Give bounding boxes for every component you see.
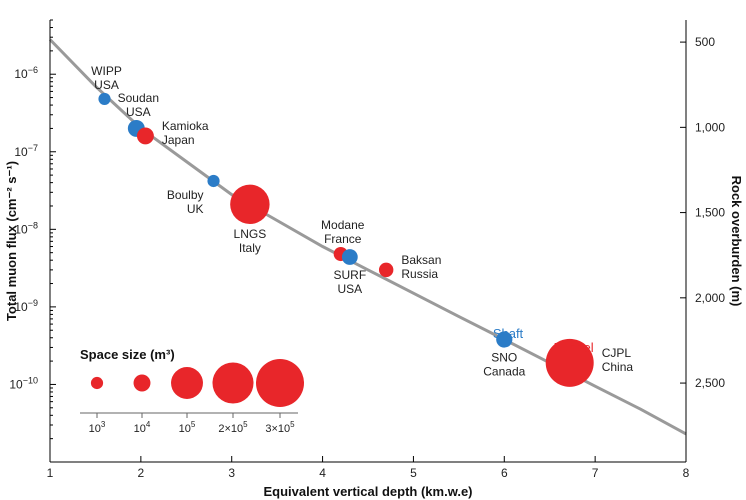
site-label-surf: SURF USA	[333, 268, 366, 296]
y2-ticks: 500 1,000 1,500 2,000 2,500	[680, 35, 725, 390]
marker-wipp	[98, 92, 111, 106]
site-label-soudan: Soudan USA	[118, 91, 159, 119]
x-ticks: 1 2 3 4 5 6 7 8	[47, 456, 690, 480]
y-tick-label: 10−6	[14, 65, 38, 81]
legend-circle	[90, 376, 104, 390]
marker-lngs	[230, 184, 270, 225]
y-tick-label: 10−9	[14, 298, 38, 314]
site-label-modane: Modane France	[321, 218, 365, 246]
x-tick-label: 2	[138, 466, 145, 480]
site-markers	[98, 92, 594, 387]
marker-boulby	[207, 174, 220, 188]
y2-tick-label: 2,500	[695, 376, 725, 390]
y2-tick-label: 500	[695, 35, 715, 49]
y-tick-label: 10−10	[9, 375, 38, 391]
site-label-wipp: WIPP USA	[91, 64, 122, 92]
y2-tick-label: 1,000	[695, 120, 725, 134]
legend-circle	[133, 374, 151, 392]
legend-circle	[171, 367, 203, 399]
size-legend: Space size (m³) 103 104 105 2×105 3×105	[80, 347, 304, 435]
axes-layer	[49, 20, 687, 463]
legend-items: 103 104 105 2×105 3×105	[89, 359, 304, 435]
site-label-kamioka: Kamioka Japan	[162, 119, 209, 147]
legend-circle	[256, 359, 304, 407]
legend-title: Space size (m³)	[80, 347, 175, 362]
y-ticks: 10−10 10−9 10−8 10−7 10−6	[9, 19, 56, 463]
x-tick-label: 7	[592, 466, 599, 480]
y2-tick-label: 2,000	[695, 291, 725, 305]
x-tick-label: 3	[228, 466, 235, 480]
x-tick-label: 6	[501, 466, 508, 480]
legend-label: 104	[134, 420, 151, 435]
site-label-baksan: Baksan Russia	[401, 253, 441, 281]
x-tick-label: 5	[410, 466, 417, 480]
category-label-tunnel: Tunnel	[554, 340, 593, 355]
marker-baksan	[378, 262, 394, 278]
y-tick-label: 10−8	[14, 220, 38, 236]
legend-circle	[212, 362, 254, 404]
category-label-shaft: Shaft	[493, 326, 524, 341]
legend-label: 2×105	[218, 420, 248, 435]
marker-kamioka	[136, 127, 154, 145]
y-tick-label: 10−7	[14, 143, 38, 159]
y2-axis-title: Rock overburden (m)	[729, 176, 744, 307]
legend-label: 105	[179, 420, 196, 435]
x-tick-label: 8	[683, 466, 690, 480]
y-axis-title: Total muon flux (cm⁻² s⁻¹)	[4, 161, 19, 321]
marker-sno	[496, 331, 513, 348]
legend-label: 3×105	[265, 420, 295, 435]
site-label-lngs: LNGS Italy	[234, 227, 267, 255]
x-tick-label: 1	[47, 466, 54, 480]
x-axis-title: Equivalent vertical depth (km.w.e)	[263, 484, 472, 499]
legend-label: 103	[89, 420, 106, 435]
site-label-cjpl: CJPL China	[602, 346, 634, 374]
marker-surf	[341, 249, 358, 265]
site-label-sno: SNO Canada	[483, 351, 525, 379]
y2-tick-label: 1,500	[695, 206, 725, 220]
x-tick-label: 4	[319, 466, 326, 480]
site-label-boulby: Boulby UK	[167, 188, 204, 216]
marker-cjpl	[545, 338, 594, 387]
